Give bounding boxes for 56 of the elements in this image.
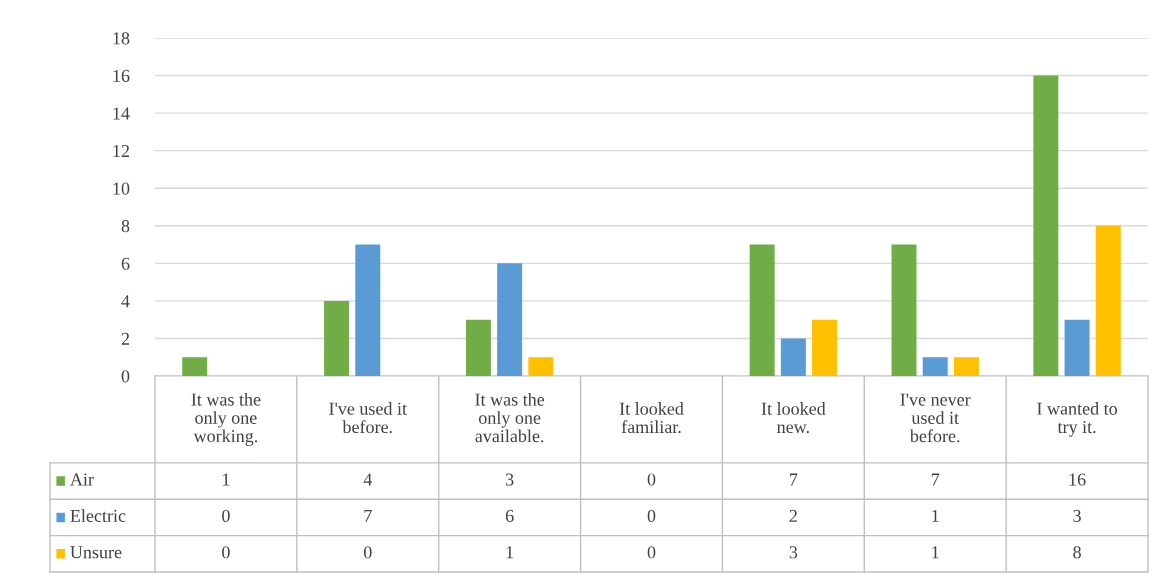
y-tick-label: 2 [121,332,129,345]
x-tick-label: It looked familiar. [619,402,684,434]
x-tick-label: It was the only one working. [191,392,261,446]
y-tick-label: 6 [121,257,130,270]
data-label: 0 [363,546,372,559]
data-label: 7 [364,509,372,522]
data-label: 0 [647,546,656,559]
data-label: 0 [222,509,230,522]
data-label: 1 [506,546,514,559]
bar [749,244,775,376]
data-label: 0 [647,509,656,522]
legend-label: Unsure [70,546,122,559]
y-tick-label: 10 [113,182,130,195]
data-label: 0 [222,546,230,559]
x-tick-label: I've never used it before. [900,393,971,443]
bar [182,357,208,376]
data-label: 0 [647,473,656,486]
y-tick-label: 16 [113,69,130,82]
bar [780,338,806,376]
data-label: 1 [932,509,939,522]
data-label: 3 [789,546,798,559]
legend-label: Electric [70,509,126,522]
bar [922,357,948,376]
y-tick-label: 14 [113,107,130,120]
y-tick-label: 0 [121,370,130,383]
x-tick-label: It was the only one available. [475,392,545,443]
data-label: 1 [932,546,939,559]
data-label: 1 [223,473,230,486]
bar [1064,319,1090,376]
bar [1095,225,1121,376]
data-label: 2 [789,509,797,522]
data-label: 7 [790,473,798,486]
bar [891,244,917,376]
data-label: 8 [1073,546,1081,559]
data-label: 16 [1069,473,1086,486]
bar [355,244,381,376]
data-label: 3 [1073,509,1081,522]
bar [497,263,523,376]
x-tick-label: It looked new. [761,402,826,434]
data-label: 6 [505,509,514,522]
y-tick-label: 12 [113,144,129,157]
bar [953,357,979,376]
y-tick-label: 8 [121,220,130,233]
x-tick-label: I've used it before. [329,402,407,434]
bar [465,319,491,376]
y-tick-label: 4 [121,295,130,308]
bar [528,357,554,376]
y-tick-label: 18 [113,32,130,45]
data-label: 7 [931,473,940,486]
legend-label: Air [70,473,94,486]
data-label: 3 [505,473,514,486]
bar [324,300,350,376]
bar [812,319,838,376]
x-tick-label: I wanted to try it. [1037,402,1117,437]
bar [1033,75,1059,376]
data-label: 4 [363,473,373,486]
